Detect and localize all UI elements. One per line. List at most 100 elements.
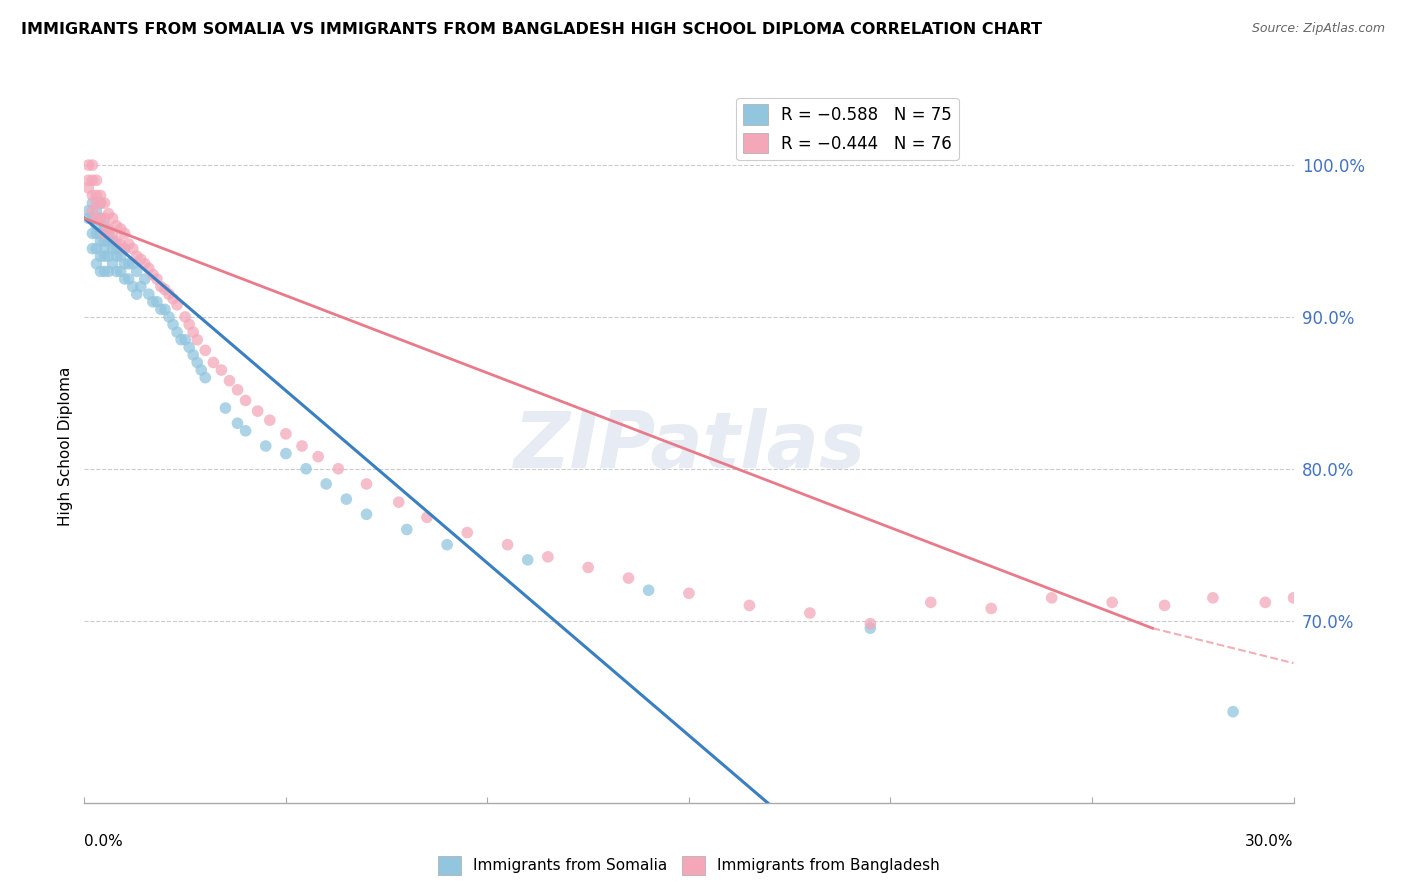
- Point: [859, 616, 882, 631]
- Point: [77, 203, 100, 218]
- Point: [110, 264, 132, 278]
- Point: [114, 227, 136, 241]
- Point: [174, 310, 197, 324]
- Point: [174, 333, 197, 347]
- Point: [181, 348, 204, 362]
- Point: [82, 188, 104, 202]
- Point: [121, 242, 143, 256]
- Point: [101, 257, 124, 271]
- Text: 30.0%: 30.0%: [1246, 834, 1294, 849]
- Point: [218, 374, 240, 388]
- Point: [149, 279, 172, 293]
- Point: [97, 207, 120, 221]
- Point: [97, 234, 120, 248]
- Point: [118, 272, 141, 286]
- Point: [86, 203, 108, 218]
- Point: [82, 242, 104, 256]
- Point: [295, 462, 318, 476]
- Point: [274, 447, 297, 461]
- Point: [93, 211, 115, 226]
- Point: [89, 249, 111, 263]
- Point: [920, 595, 942, 609]
- Point: [82, 196, 104, 211]
- Point: [97, 249, 120, 263]
- Point: [125, 264, 148, 278]
- Point: [105, 242, 128, 256]
- Point: [235, 424, 257, 438]
- Point: [101, 227, 124, 241]
- Point: [1202, 591, 1225, 605]
- Point: [576, 560, 599, 574]
- Point: [738, 599, 761, 613]
- Point: [516, 553, 538, 567]
- Point: [142, 294, 165, 309]
- Point: [254, 439, 277, 453]
- Point: [179, 318, 201, 332]
- Point: [328, 462, 350, 476]
- Point: [121, 279, 143, 293]
- Point: [190, 363, 212, 377]
- Point: [274, 426, 297, 441]
- Point: [181, 325, 204, 339]
- Text: 0.0%: 0.0%: [84, 834, 124, 849]
- Point: [179, 340, 201, 354]
- Point: [259, 413, 281, 427]
- Point: [226, 416, 249, 430]
- Point: [82, 173, 104, 187]
- Point: [149, 302, 172, 317]
- Point: [93, 249, 115, 263]
- Text: IMMIGRANTS FROM SOMALIA VS IMMIGRANTS FROM BANGLADESH HIGH SCHOOL DIPLOMA CORREL: IMMIGRANTS FROM SOMALIA VS IMMIGRANTS FR…: [21, 22, 1042, 37]
- Point: [134, 257, 156, 271]
- Point: [134, 272, 156, 286]
- Point: [89, 196, 111, 211]
- Point: [101, 234, 124, 248]
- Point: [1153, 599, 1175, 613]
- Point: [235, 393, 257, 408]
- Point: [105, 219, 128, 233]
- Point: [93, 264, 115, 278]
- Point: [162, 292, 184, 306]
- Point: [77, 181, 100, 195]
- Point: [86, 188, 108, 202]
- Point: [142, 268, 165, 282]
- Point: [97, 222, 120, 236]
- Point: [456, 525, 478, 540]
- Point: [1254, 595, 1277, 609]
- Point: [97, 264, 120, 278]
- Point: [157, 310, 180, 324]
- Point: [114, 242, 136, 256]
- Point: [97, 227, 120, 241]
- Point: [82, 211, 104, 226]
- Point: [1222, 705, 1244, 719]
- Point: [110, 237, 132, 252]
- Point: [980, 601, 1002, 615]
- Point: [105, 249, 128, 263]
- Point: [617, 571, 640, 585]
- Point: [226, 383, 249, 397]
- Point: [118, 237, 141, 252]
- Legend: Immigrants from Somalia, Immigrants from Bangladesh: Immigrants from Somalia, Immigrants from…: [432, 850, 946, 880]
- Point: [194, 343, 217, 358]
- Point: [138, 287, 160, 301]
- Point: [89, 188, 111, 202]
- Point: [1101, 595, 1123, 609]
- Point: [129, 279, 152, 293]
- Point: [186, 355, 208, 369]
- Point: [315, 477, 337, 491]
- Point: [89, 211, 111, 226]
- Point: [307, 450, 329, 464]
- Point: [799, 606, 821, 620]
- Point: [93, 219, 115, 233]
- Point: [395, 523, 418, 537]
- Point: [89, 264, 111, 278]
- Point: [138, 261, 160, 276]
- Point: [416, 510, 439, 524]
- Point: [86, 173, 108, 187]
- Point: [153, 302, 176, 317]
- Point: [86, 242, 108, 256]
- Point: [537, 549, 560, 564]
- Point: [496, 538, 519, 552]
- Point: [110, 249, 132, 263]
- Point: [82, 227, 104, 241]
- Point: [291, 439, 314, 453]
